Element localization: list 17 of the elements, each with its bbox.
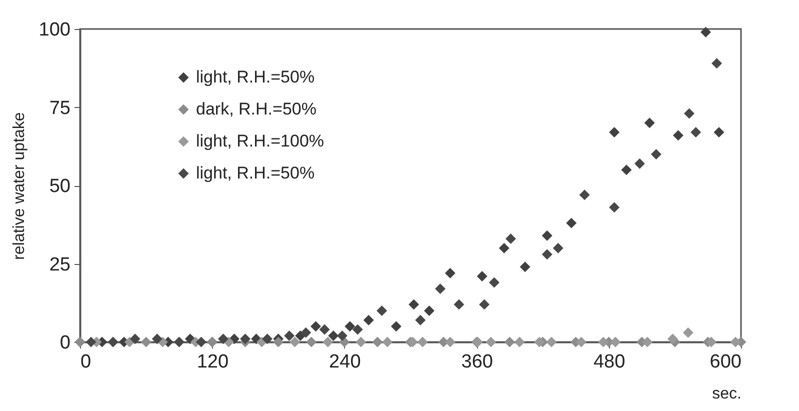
x-tick-label: 360 (461, 352, 493, 372)
y-tick-label: 50 (49, 176, 70, 197)
legend-label: light, R.H.=100% (196, 132, 324, 150)
x-tick-label: 240 (329, 352, 361, 372)
x-tick-label: 120 (196, 352, 229, 372)
y-axis-title: relative water uptake (10, 112, 28, 260)
y-tick-label: 100 (38, 20, 70, 40)
legend-label: light, R.H.=50% (196, 164, 315, 182)
legend-label: light, R.H.=50% (196, 68, 315, 86)
x-axis-title: sec. (712, 386, 742, 402)
x-tick-label: 480 (593, 352, 626, 372)
y-tick-label: 25 (49, 254, 70, 276)
y-tick-label: 0 (60, 332, 70, 354)
y-tick-label: 75 (49, 98, 70, 119)
x-tick-label: 600 (710, 352, 742, 372)
x-tick-label: 0 (80, 352, 92, 372)
legend-label: dark, R.H.=50% (196, 100, 316, 118)
